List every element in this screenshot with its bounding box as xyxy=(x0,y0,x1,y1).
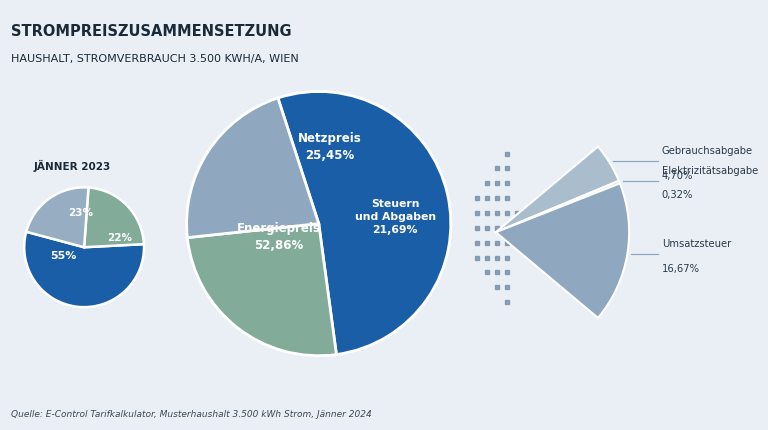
Wedge shape xyxy=(187,224,336,356)
Text: 0,32%: 0,32% xyxy=(662,190,693,200)
Text: Energiepreis
52,86%: Energiepreis 52,86% xyxy=(237,222,321,252)
Text: 4,70%: 4,70% xyxy=(662,171,693,181)
Wedge shape xyxy=(25,232,144,307)
Wedge shape xyxy=(278,92,451,354)
Wedge shape xyxy=(84,187,144,247)
Text: JÄNNER 2023: JÄNNER 2023 xyxy=(33,160,111,172)
Text: 22%: 22% xyxy=(108,233,133,243)
Text: 55%: 55% xyxy=(50,251,76,261)
Wedge shape xyxy=(496,147,619,232)
Text: Gebrauchsabgabe: Gebrauchsabgabe xyxy=(662,146,753,156)
Text: Elektrizitätsabgabe: Elektrizitätsabgabe xyxy=(662,166,758,176)
Text: HAUSHALT, STROMVERBRAUCH 3.500 KWH/A, WIEN: HAUSHALT, STROMVERBRAUCH 3.500 KWH/A, WI… xyxy=(11,54,299,64)
Text: 23%: 23% xyxy=(68,208,94,218)
Wedge shape xyxy=(187,98,319,238)
Text: Steuern
und Abgaben
21,69%: Steuern und Abgaben 21,69% xyxy=(355,199,436,235)
Text: STROMPREISZUSAMMENSETZUNG: STROMPREISZUSAMMENSETZUNG xyxy=(11,24,291,39)
Text: Quelle: E-Control Tarifkalkulator, Musterhaushalt 3.500 kWh Strom, Jänner 2024: Quelle: E-Control Tarifkalkulator, Muste… xyxy=(11,410,372,419)
Text: Netzpreis
25,45%: Netzpreis 25,45% xyxy=(297,132,361,162)
Wedge shape xyxy=(26,187,88,247)
Text: Umsatzsteuer: Umsatzsteuer xyxy=(662,240,731,249)
Wedge shape xyxy=(496,183,629,318)
Wedge shape xyxy=(496,181,620,232)
Text: 16,67%: 16,67% xyxy=(662,264,700,274)
